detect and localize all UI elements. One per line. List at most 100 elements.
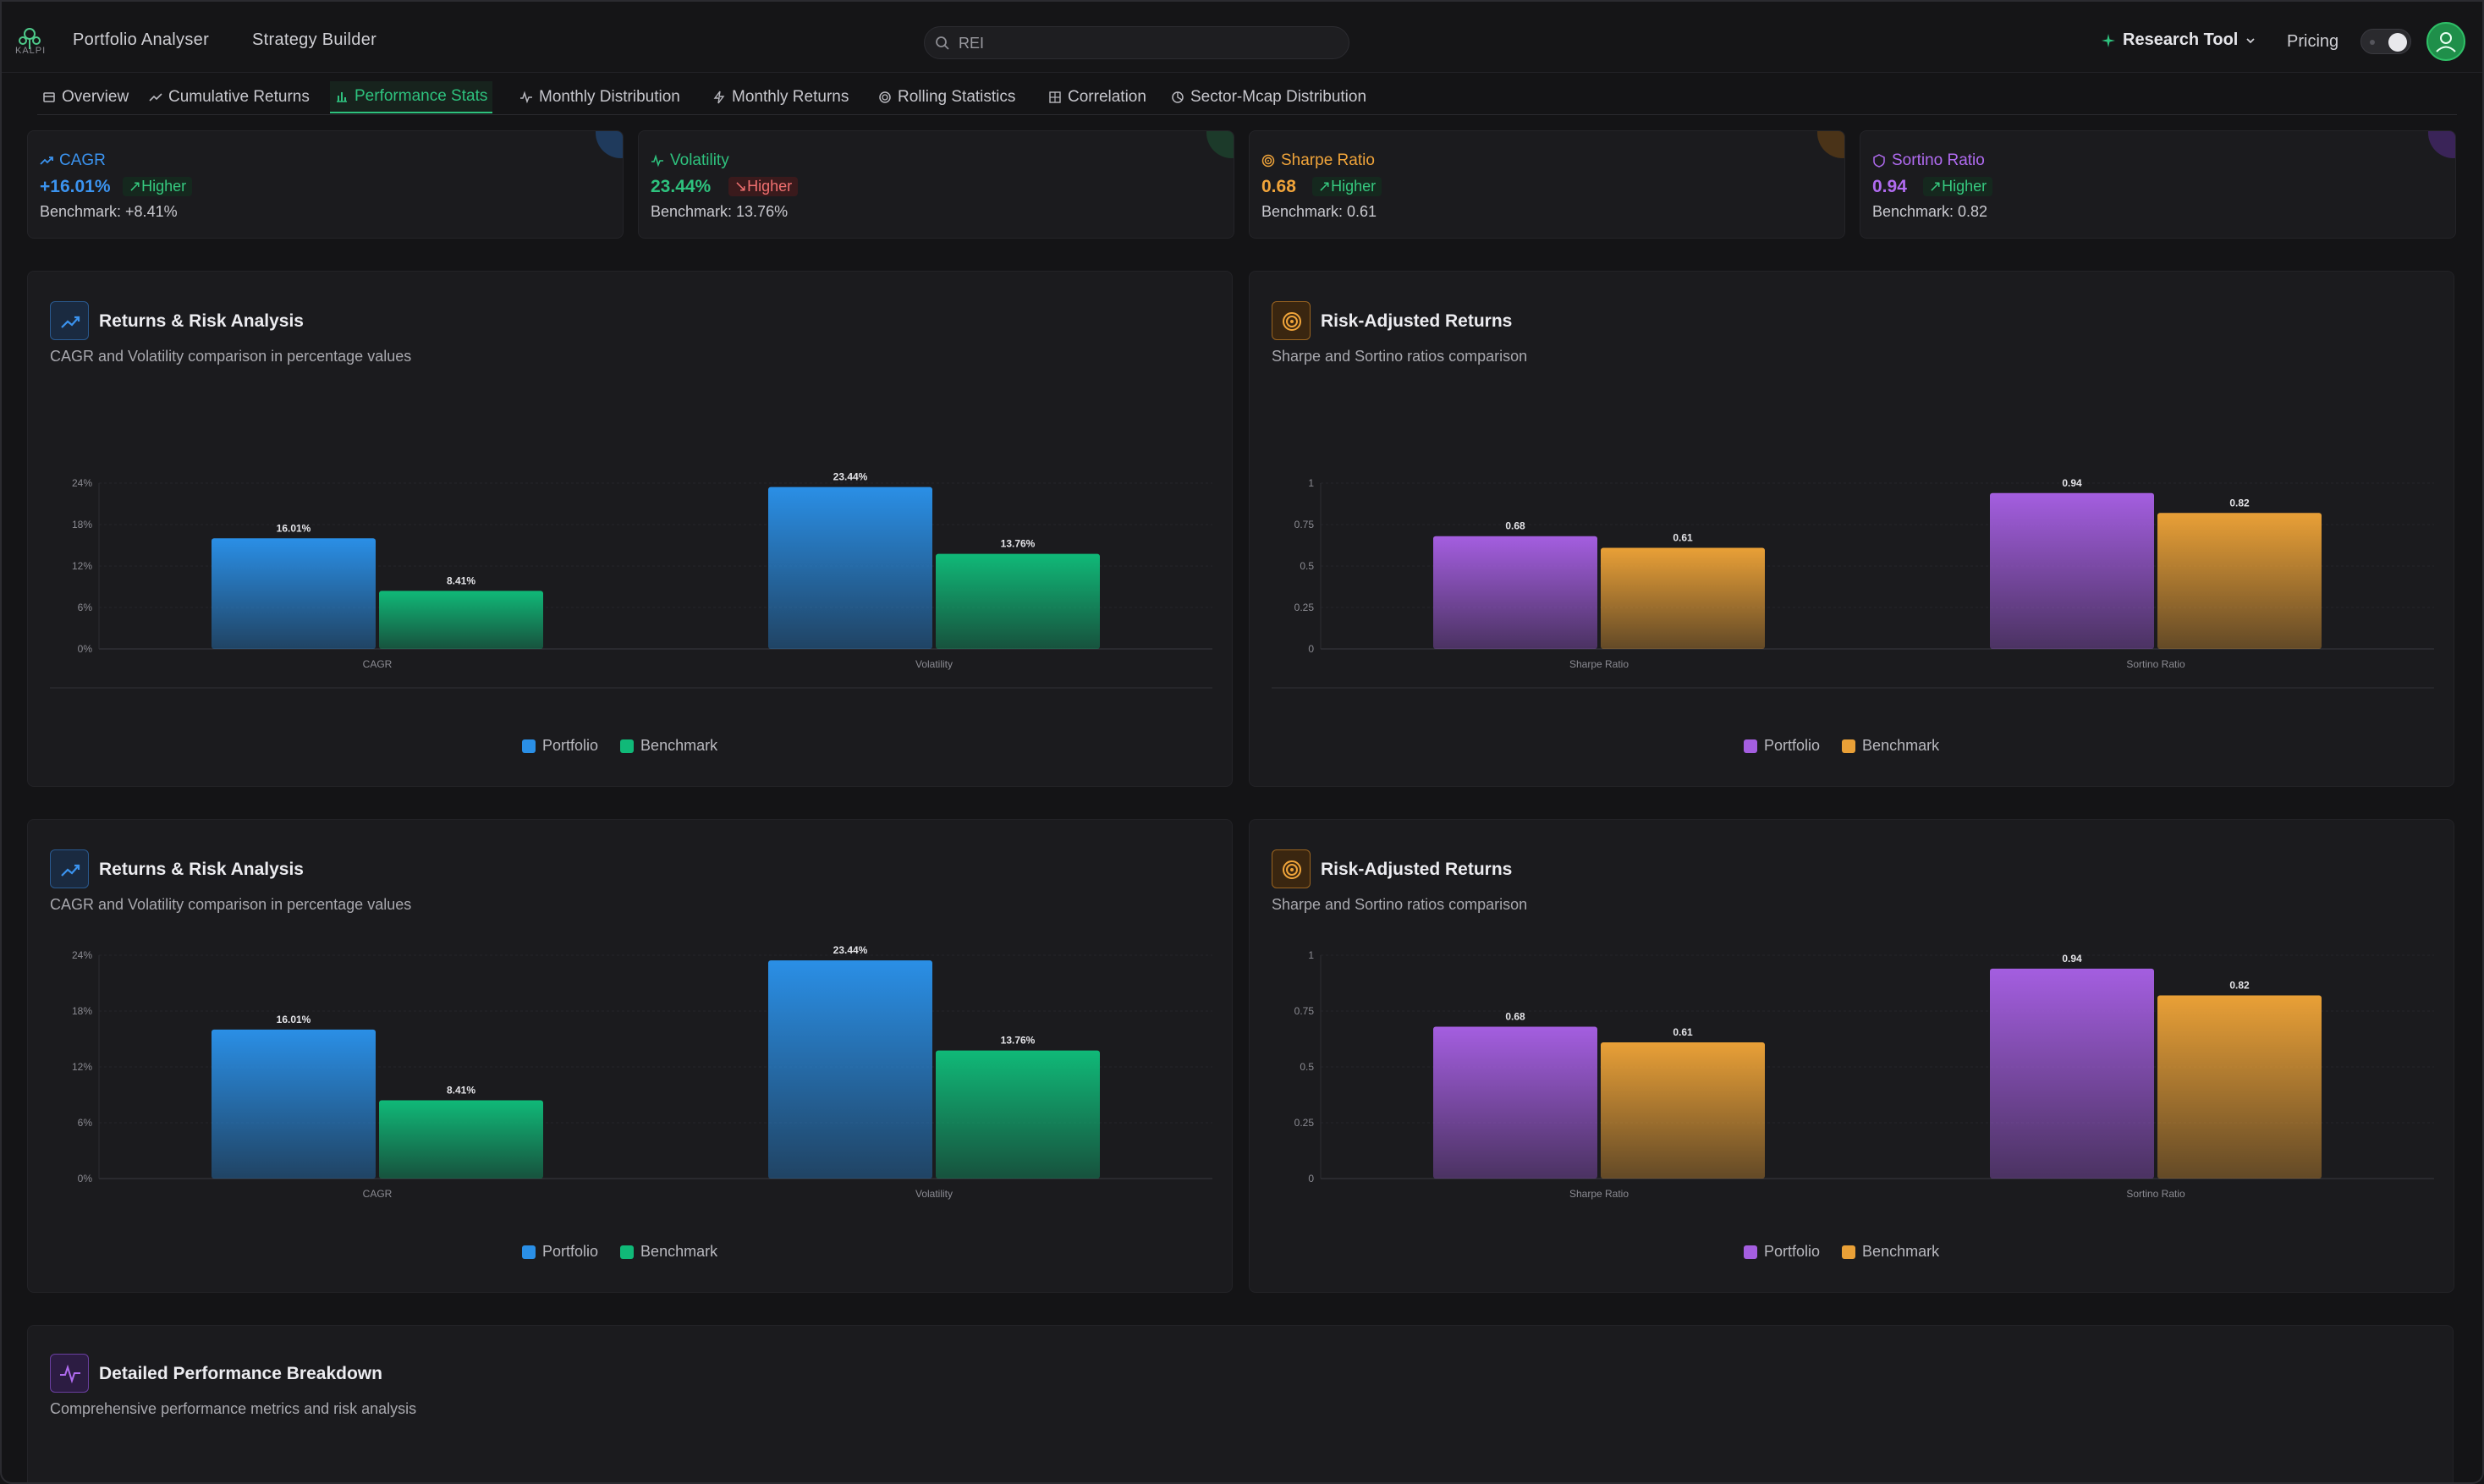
stat-benchmark: Benchmark: 0.61: [1261, 203, 1377, 220]
tab-label: Overview: [62, 88, 129, 106]
bar-benchmark-volatility[interactable]: [936, 553, 1100, 649]
legend-swatch: [522, 739, 536, 753]
data-label: 23.44%: [833, 944, 868, 956]
target-icon: [1261, 154, 1275, 168]
stat-label-text: Volatility: [670, 151, 729, 169]
bar-chart-icon: [337, 92, 347, 102]
legend-portfolio[interactable]: Portfolio: [1744, 1243, 1820, 1261]
bar-benchmark-sharpe-ratio[interactable]: [1601, 547, 1765, 649]
research-tool-dropdown[interactable]: Research Tool: [2101, 30, 2256, 50]
y-tick-label: 6%: [78, 1117, 93, 1129]
legend-portfolio[interactable]: Portfolio: [1744, 737, 1820, 755]
tab-label: Monthly Returns: [732, 88, 849, 106]
bar-portfolio-volatility[interactable]: [768, 486, 932, 649]
card-corner-decoration: [1206, 131, 1234, 158]
y-tick-label: 0.5: [1300, 1061, 1314, 1073]
bar-benchmark-sharpe-ratio[interactable]: [1601, 1042, 1765, 1179]
search-input[interactable]: [959, 32, 1331, 54]
tab-label: Monthly Distribution: [539, 88, 680, 106]
higher-badge: ↗Higher: [1923, 177, 1993, 196]
y-tick-label: 0.25: [1294, 602, 1315, 613]
legend-benchmark[interactable]: Benchmark: [1842, 737, 1939, 755]
data-label: 0.82: [2229, 497, 2250, 508]
card-corner-decoration: [1817, 131, 1844, 158]
panel-icon-box: [1272, 849, 1311, 888]
tab-rolling-statistics[interactable]: Rolling Statistics: [873, 81, 1020, 113]
card-corner-decoration: [596, 131, 623, 158]
y-tick-label: 6%: [78, 602, 93, 613]
risk-adjusted-chart: 0 0.25 0.5 0.75 1 0.68 0.61 Sharpe Ratio 0.94 0.8…: [1272, 477, 2434, 689]
tab-label: Performance Stats: [354, 87, 488, 105]
panel-icon-box: [50, 849, 89, 888]
nav-strategy-builder[interactable]: Strategy Builder: [252, 30, 377, 49]
legend-label: Benchmark: [1862, 1243, 1940, 1260]
y-tick-label: 0%: [78, 1173, 93, 1184]
data-label: 0.68: [1505, 1010, 1525, 1022]
overview-icon: [43, 92, 55, 102]
search-bar[interactable]: [924, 26, 1349, 59]
tab-monthly-returns[interactable]: Monthly Returns: [707, 81, 854, 113]
x-tick-label: Sortino Ratio: [2126, 1188, 2185, 1200]
bar-portfolio-cagr[interactable]: [212, 1029, 376, 1179]
tab-performance-stats[interactable]: Performance Stats: [330, 81, 493, 113]
stat-value: +16.01%: [40, 177, 111, 196]
stat-benchmark: Benchmark: +8.41%: [40, 203, 178, 220]
tab-correlation[interactable]: Correlation: [1043, 81, 1151, 113]
higher-badge: ↘Higher: [728, 177, 799, 196]
bar-benchmark-cagr[interactable]: [379, 591, 543, 649]
bar-benchmark-sortino-ratio[interactable]: [2157, 513, 2322, 649]
legend-swatch: [620, 1245, 635, 1259]
stat-benchmark: Benchmark: 0.82: [1872, 203, 1988, 220]
tab-overview[interactable]: Overview: [37, 81, 134, 113]
returns-risk-panel-2: Returns & Risk Analysis CAGR and Volatil…: [27, 819, 1233, 1293]
data-label: 0.61: [1673, 1026, 1693, 1038]
tab-label: Sector-Mcap Distribution: [1190, 88, 1367, 106]
panel-subtitle: Comprehensive performance metrics and ri…: [50, 1400, 417, 1417]
tab-cumulative-returns[interactable]: Cumulative Returns: [144, 81, 315, 113]
bar-benchmark-cagr[interactable]: [379, 1100, 543, 1179]
card-corner-decoration: [2428, 131, 2455, 158]
chart-legend: Portfolio Benchmark: [522, 1243, 717, 1261]
risk-adjusted-panel: Risk-Adjusted Returns Sharpe and Sortino…: [1249, 271, 2454, 787]
legend-label: Benchmark: [640, 1243, 718, 1260]
legend-label: Benchmark: [640, 737, 718, 754]
pricing-link[interactable]: Pricing: [2287, 32, 2339, 51]
bar-portfolio-sortino-ratio[interactable]: [1990, 968, 2154, 1179]
data-label: 16.01%: [277, 522, 311, 534]
stat-label-text: Sharpe Ratio: [1281, 151, 1375, 169]
tab-sector-mcap-distribution[interactable]: Sector-Mcap Distribution: [1166, 81, 1371, 113]
y-tick-label: 0.75: [1294, 1005, 1315, 1017]
bar-portfolio-volatility[interactable]: [768, 960, 932, 1179]
legend-swatch: [1842, 739, 1856, 753]
returns-risk-chart-2: 0% 6% 12% 18% 24% 16.01% 8.41% CAGR 23.44% 13.76%…: [72, 944, 1212, 1200]
bar-portfolio-sharpe-ratio[interactable]: [1433, 1026, 1597, 1179]
top-navbar: KALPI Portfolio Analyser Strategy Builde…: [0, 0, 2484, 73]
tab-monthly-distribution[interactable]: Monthly Distribution: [514, 81, 685, 113]
legend-benchmark[interactable]: Benchmark: [620, 1243, 717, 1261]
legend-swatch: [522, 1245, 536, 1259]
legend-benchmark[interactable]: Benchmark: [620, 737, 717, 755]
shield-icon: [1873, 154, 1885, 168]
legend-label: Portfolio: [542, 737, 599, 754]
bar-benchmark-volatility[interactable]: [936, 1050, 1100, 1179]
legend-portfolio[interactable]: Portfolio: [522, 1243, 598, 1261]
theme-toggle[interactable]: [2360, 29, 2411, 54]
legend-benchmark[interactable]: Benchmark: [1842, 1243, 1939, 1261]
legend-swatch: [1744, 1245, 1757, 1259]
higher-badge: ↗Higher: [1312, 177, 1382, 196]
y-tick-label: 0%: [78, 643, 93, 655]
logo-icon[interactable]: [15, 19, 44, 58]
nav-portfolio-analyser[interactable]: Portfolio Analyser: [73, 30, 210, 49]
chart-legend: Portfolio Benchmark: [522, 737, 717, 755]
returns-risk-chart: 0% 6% 12% 18% 24% 16.01% 8.41% CAGR 23.44% 13.76%…: [50, 471, 1212, 689]
data-label: 0.94: [2062, 477, 2082, 489]
bar-benchmark-sortino-ratio[interactable]: [2157, 995, 2322, 1179]
bar-portfolio-sharpe-ratio[interactable]: [1433, 536, 1597, 649]
legend-portfolio[interactable]: Portfolio: [522, 737, 598, 755]
bar-portfolio-sortino-ratio[interactable]: [1990, 492, 2154, 649]
bar-portfolio-cagr[interactable]: [212, 538, 376, 649]
x-tick-label: Sharpe Ratio: [1569, 658, 1629, 670]
user-avatar[interactable]: [2426, 22, 2465, 61]
pulse-icon: [651, 154, 663, 168]
panel-subtitle: CAGR and Volatility comparison in percen…: [50, 896, 412, 913]
